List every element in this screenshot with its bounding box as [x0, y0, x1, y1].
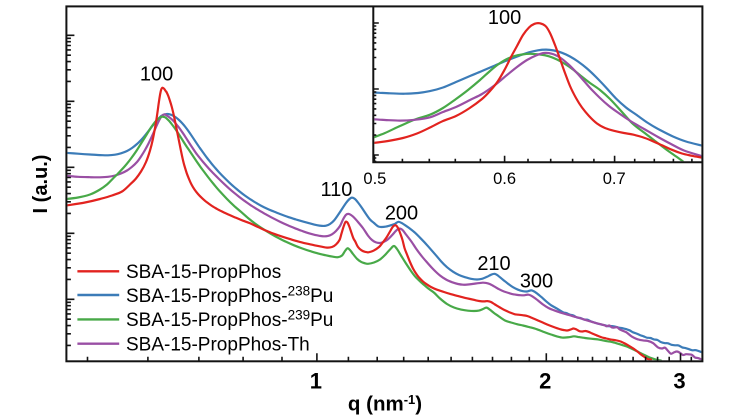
svg-text:q (nm-1): q (nm-1): [348, 392, 422, 416]
svg-text:SBA-15-PropPhos-Th: SBA-15-PropPhos-Th: [126, 335, 310, 356]
svg-text:0.7: 0.7: [603, 170, 626, 188]
svg-text:2: 2: [539, 369, 551, 394]
svg-text:0.6: 0.6: [493, 170, 516, 188]
svg-text:1: 1: [310, 369, 322, 394]
svg-text:SBA-15-PropPhos-238Pu: SBA-15-PropPhos-238Pu: [126, 283, 333, 307]
svg-text:3: 3: [673, 369, 685, 394]
svg-text:SBA-15-PropPhos-239Pu: SBA-15-PropPhos-239Pu: [126, 308, 333, 332]
svg-text:300: 300: [520, 271, 553, 293]
svg-text:210: 210: [477, 253, 510, 275]
svg-text:I (a.u.): I (a.u.): [30, 155, 52, 214]
svg-text:SBA-15-PropPhos: SBA-15-PropPhos: [126, 262, 281, 283]
svg-text:200: 200: [385, 203, 418, 225]
svg-text:0.5: 0.5: [363, 170, 386, 188]
svg-text:100: 100: [488, 7, 521, 29]
svg-text:110: 110: [321, 179, 353, 201]
svg-text:100: 100: [140, 64, 173, 86]
